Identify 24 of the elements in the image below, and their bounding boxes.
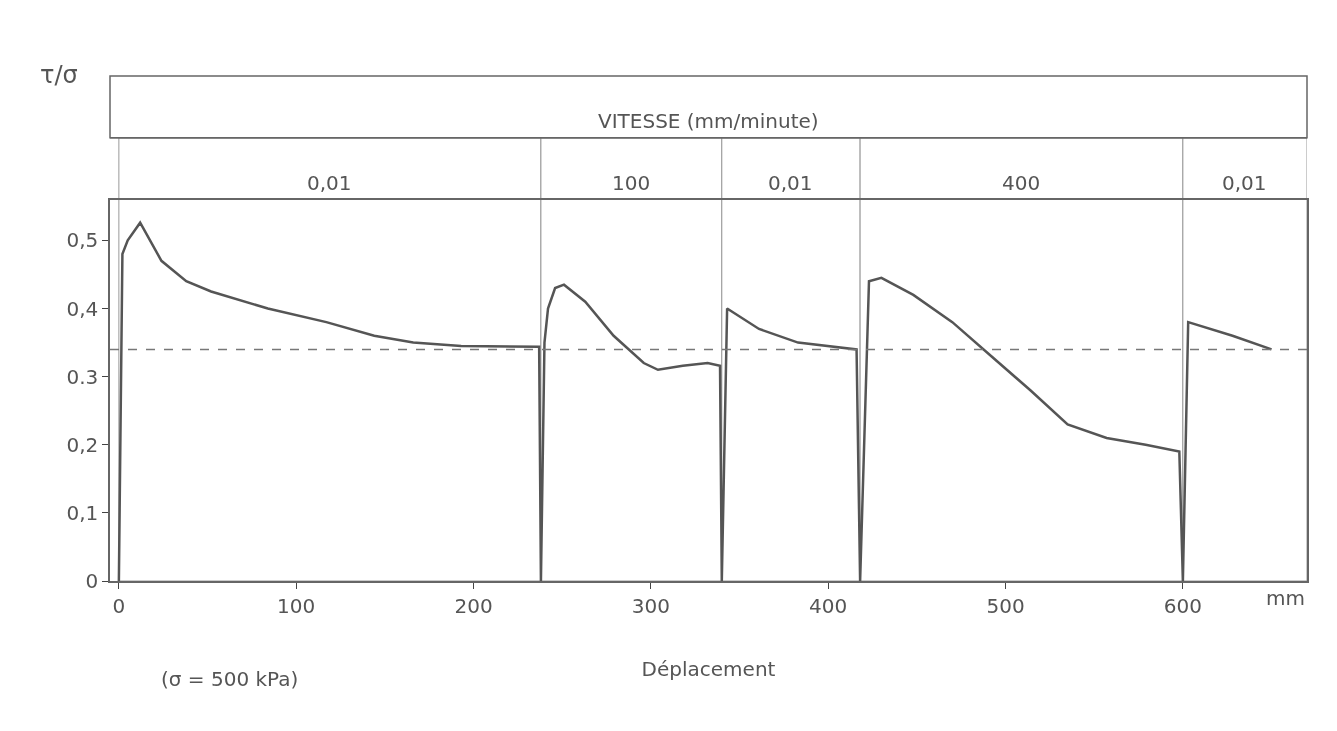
legend-title: VITESSE (mm/minute) — [598, 109, 819, 133]
x-tick-label: 500 — [986, 593, 1025, 618]
band-label: 0,01 — [768, 171, 813, 195]
text: (σ = 500 kPa) — [161, 667, 299, 691]
x-tick-label: 600 — [1163, 593, 1202, 618]
text: mm — [1266, 586, 1305, 610]
band-label: 0,01 — [307, 171, 352, 195]
band-label: 400 — [1002, 171, 1041, 195]
x-tick-label: 400 — [809, 593, 848, 618]
x-tick-label: 0 — [112, 593, 126, 618]
x-axis-title: Déplacement — [641, 656, 776, 681]
line-series — [117, 221, 1273, 581]
y-tick-label: 0,4 — [66, 296, 99, 321]
y-tick-label: 0 — [85, 569, 99, 593]
y-tick-label: 0,1 — [66, 500, 99, 525]
y-tick-label: 0.3 — [66, 364, 99, 389]
x-tick-label: 200 — [454, 593, 493, 618]
y-axis-title: τ/σ — [40, 61, 78, 89]
x-tick-label: 300 — [631, 593, 670, 618]
y-tick-label: 0,2 — [66, 432, 99, 457]
band-label: 0,01 — [1222, 171, 1267, 195]
band-label: 100 — [612, 171, 651, 195]
y-tick-label: 0,5 — [66, 228, 99, 253]
x-tick-label: 100 — [277, 593, 316, 618]
